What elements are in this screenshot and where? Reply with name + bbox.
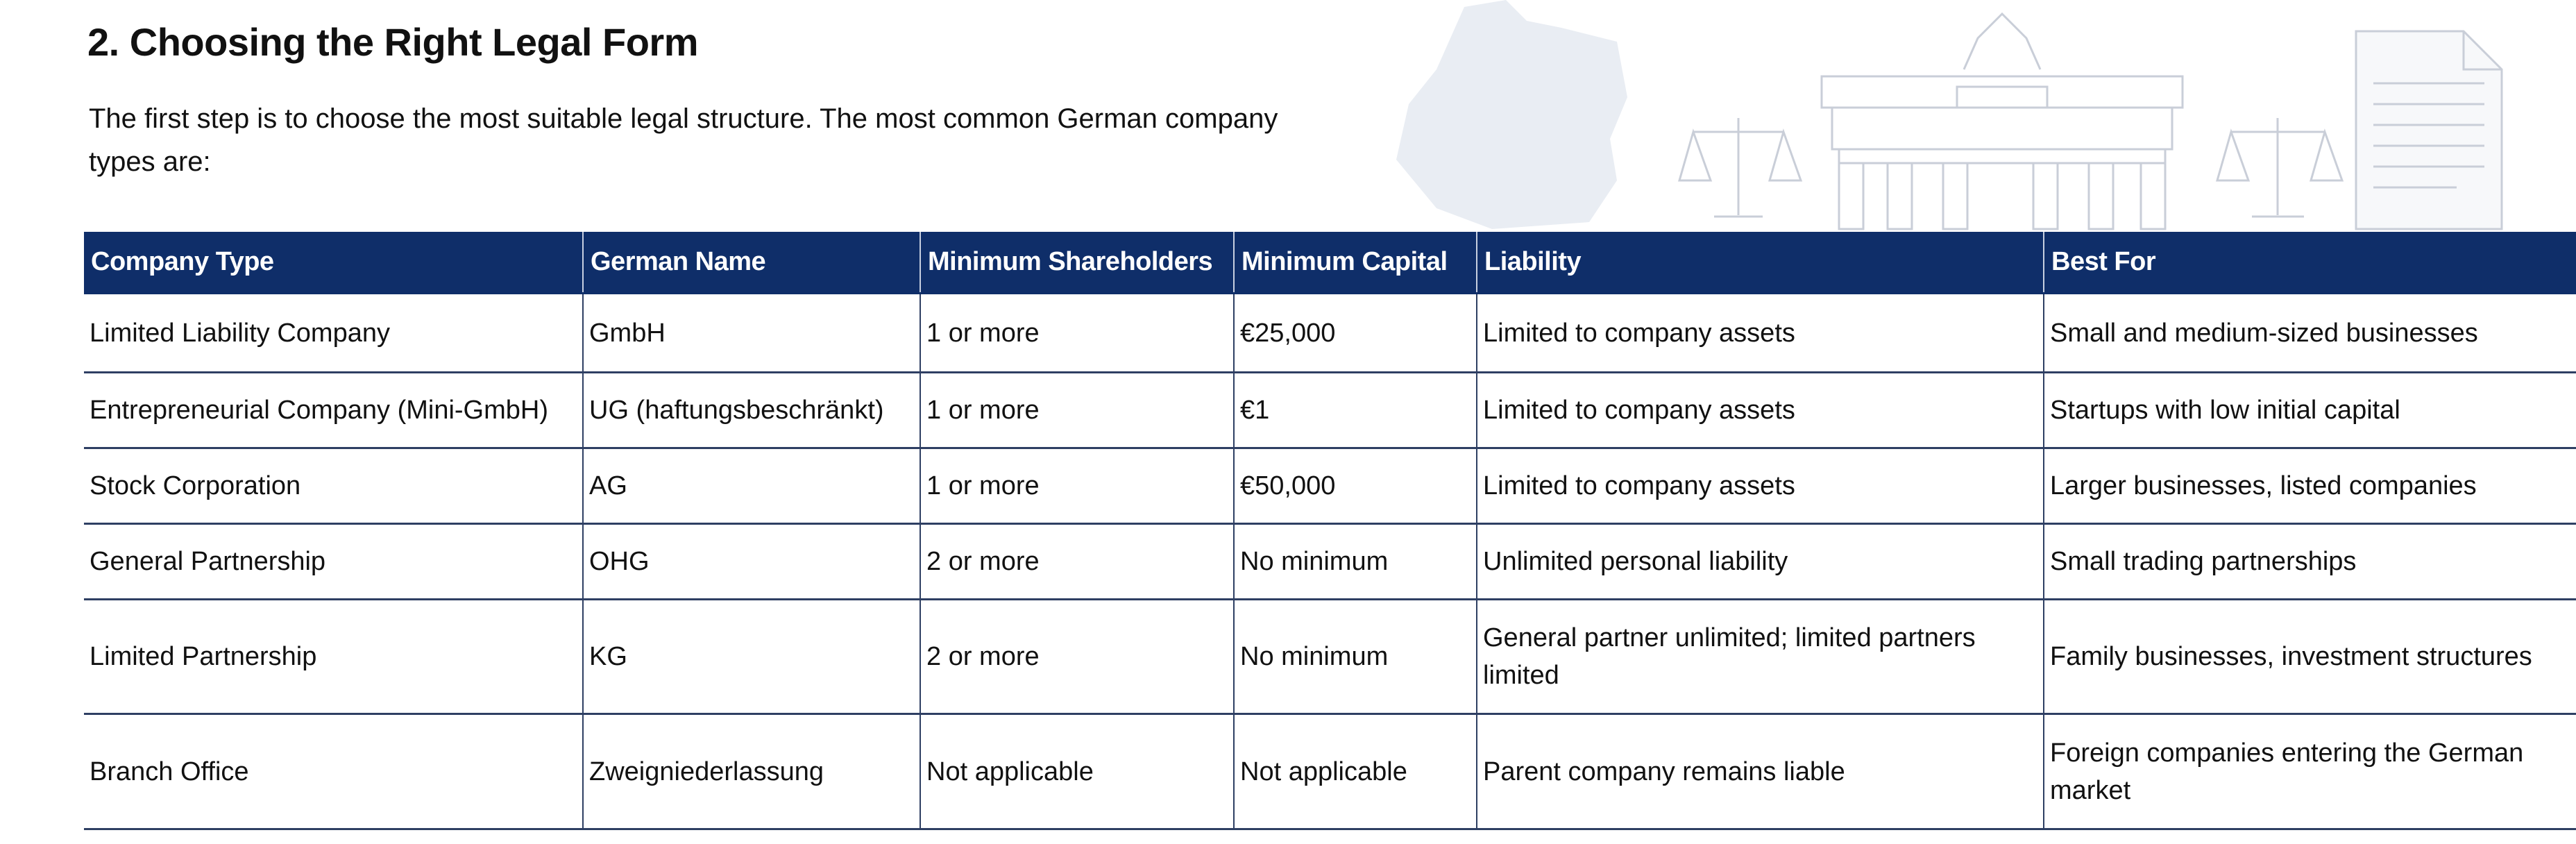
column-header: German Name (582, 232, 920, 294)
table-cell: Zweigniederlassung (582, 714, 920, 830)
intro-text: The first step is to choose the most sui… (89, 103, 1278, 177)
table-header: Company Type German Name Minimum Sharehold… (84, 232, 2576, 294)
table-cell: 1 or more (920, 372, 1234, 449)
table-body: Limited Liability Company GmbH 1 or more €2… (84, 292, 2576, 830)
table-cell: Parent company remains liable (1476, 714, 2044, 830)
table-cell: Small and medium-sized businesses (2043, 292, 2576, 373)
table-cell: Entrepreneurial Company (Mini-GmbH) (84, 372, 583, 449)
document-icon (2355, 30, 2503, 230)
table-cell: €25,000 (1233, 292, 1477, 373)
column-header: Liability (1476, 232, 2044, 294)
table-cell: Limited to company assets (1476, 372, 2044, 449)
header-illustration (1396, 0, 2503, 230)
table-cell: General partner unlimited; limited partn… (1476, 599, 2044, 715)
table-cell: General Partnership (84, 523, 583, 600)
table-cell: Family businesses, investment structures (2043, 599, 2576, 715)
table-cell: Limited to company assets (1476, 292, 2044, 373)
table-row: Branch Office Zweigniederlassung Not appli… (84, 714, 2576, 830)
table-cell: UG (haftungsbeschränkt) (582, 372, 920, 449)
company-types-table: Company Type German Name Minimum Sharehold… (84, 232, 2576, 830)
table-cell: Small trading partnerships (2043, 523, 2576, 600)
column-header: Minimum Capital (1233, 232, 1477, 294)
table-cell: Unlimited personal liability (1476, 523, 2044, 600)
scales-left (1678, 118, 1803, 218)
table-cell: KG (582, 599, 920, 715)
table-cell: €50,000 (1233, 448, 1477, 525)
column-header: Best For (2043, 232, 2576, 294)
table-cell: AG (582, 448, 920, 525)
table-cell: No minimum (1233, 599, 1477, 715)
table-cell: Not applicable (1233, 714, 1477, 830)
table-cell: 1 or more (920, 292, 1234, 373)
table-cell: Limited to company assets (1476, 448, 2044, 525)
section-title: 2. Choosing the Right Legal Form (87, 20, 699, 64)
table-cell: Stock Corporation (84, 448, 583, 525)
table-cell: Limited Partnership (84, 599, 583, 715)
table-cell: 2 or more (920, 523, 1234, 600)
scales-right (2216, 118, 2344, 218)
brandenburg-gate (1820, 12, 2184, 230)
column-header: Minimum Shareholders (920, 232, 1234, 294)
column-header: Company Type (84, 232, 583, 294)
table-cell: €1 (1233, 372, 1477, 449)
table-cell: 2 or more (920, 599, 1234, 715)
table-cell: Branch Office (84, 714, 583, 830)
table-cell: Limited Liability Company (84, 292, 583, 373)
table-cell: OHG (582, 523, 920, 600)
table-row: Stock Corporation AG 1 or more €50,000 Limit… (84, 448, 2576, 525)
table-row: Limited Partnership KG 2 or more No minimum… (84, 599, 2576, 715)
table-row: Entrepreneurial Company (Mini-GmbH) UG (h… (84, 372, 2576, 449)
table-row: General Partnership OHG 2 or more No minimu… (84, 523, 2576, 600)
table-cell: GmbH (582, 292, 920, 373)
germany-map (1396, 0, 1627, 229)
table-cell: 1 or more (920, 448, 1234, 525)
table-cell: Larger businesses, listed companies (2043, 448, 2576, 525)
table-cell: Startups with low initial capital (2043, 372, 2576, 449)
table-cell: Not applicable (920, 714, 1234, 830)
table-row: Limited Liability Company GmbH 1 or more €2… (84, 292, 2576, 373)
table-cell: Foreign companies entering the German ma… (2043, 714, 2576, 830)
header-row: Company Type German Name Minimum Sharehold… (84, 232, 2576, 294)
table-cell: No minimum (1233, 523, 1477, 600)
